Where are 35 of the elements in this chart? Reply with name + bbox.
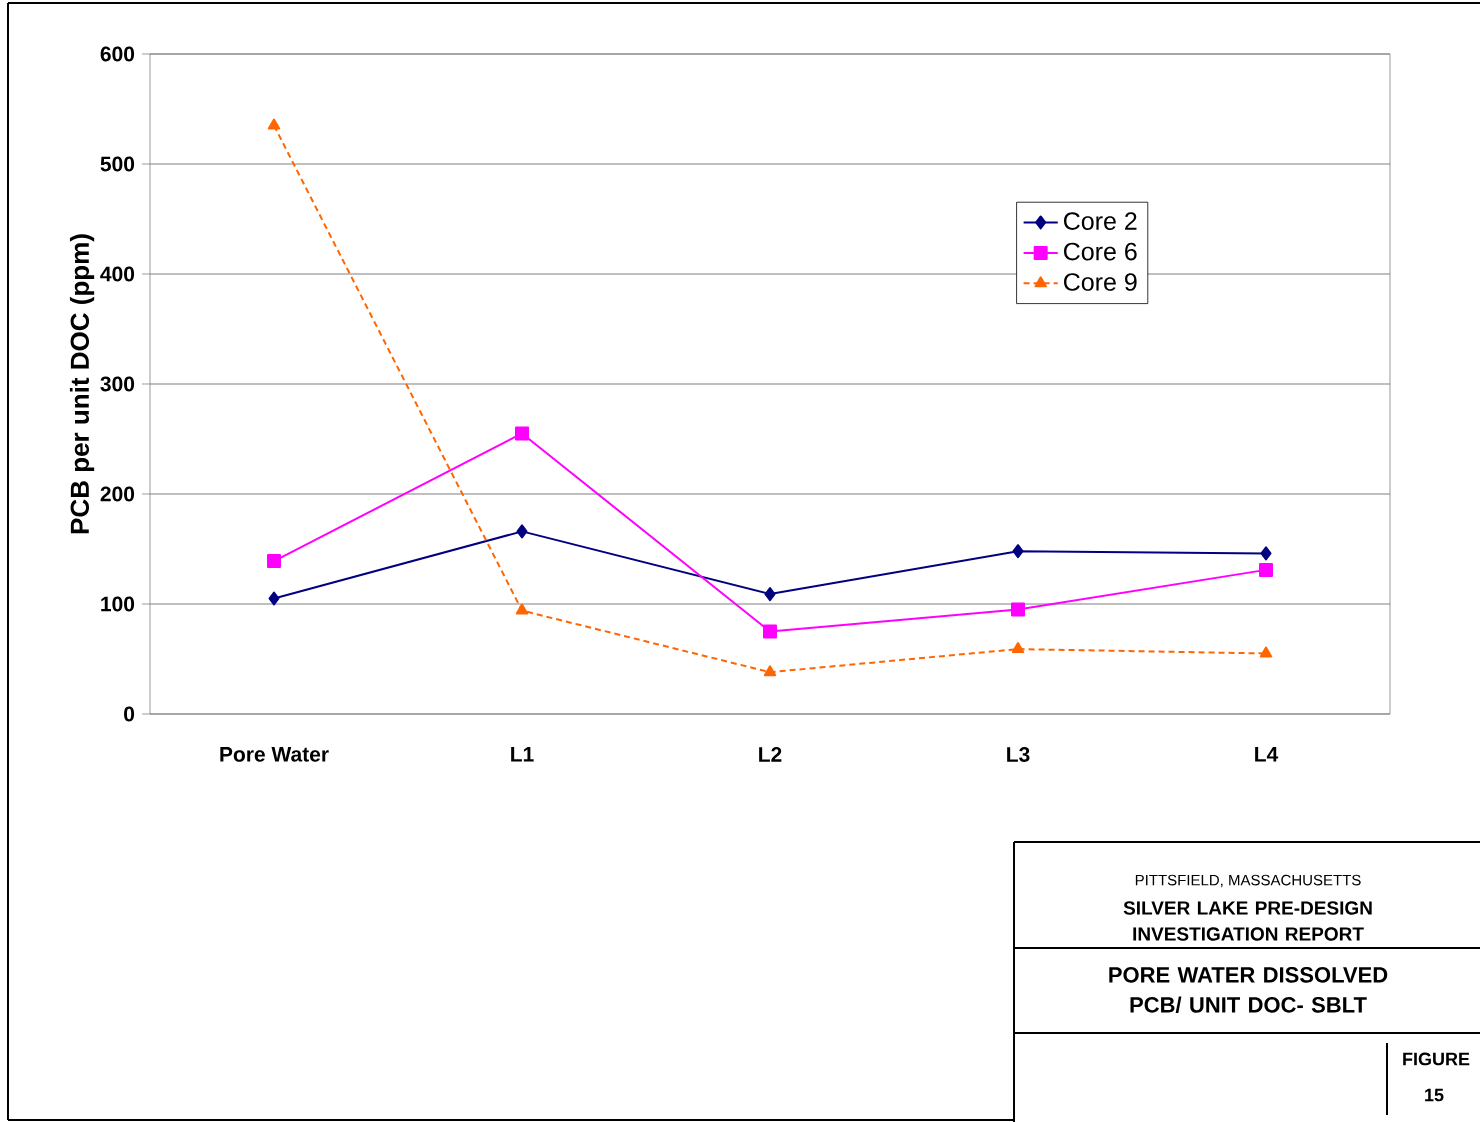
point (1011, 602, 1025, 617)
y-tick-label: 400 (100, 266, 135, 282)
point (1259, 562, 1273, 577)
point (1011, 642, 1025, 654)
x-tick-label: L4 (1255, 747, 1279, 762)
y-tick-label: 0 (124, 706, 135, 722)
x-tick-label: Pore Water (220, 747, 329, 762)
x-tick-label: L1 (511, 747, 534, 762)
point (267, 118, 281, 130)
y-axis-title: PCB per unit DOC (ppm) (69, 234, 95, 534)
text: FIGURE 15 (1403, 1052, 1470, 1102)
point (515, 426, 529, 441)
point (268, 591, 280, 606)
point (267, 554, 281, 569)
text: PITTSFIELD, MASSACHUSETTS (1135, 874, 1361, 888)
legend-label: Core 6 (1064, 242, 1137, 261)
legend-label: Core 9 (1064, 273, 1137, 291)
text: PORE WATER DISSOLVED PCB/ UNIT DOC- SBLT (1109, 967, 1388, 1013)
point (763, 665, 777, 677)
y-tick-label: 100 (101, 596, 135, 612)
legend-label: Core 2 (1064, 212, 1137, 230)
text: SILVER LAKE PRE-DESIGN INVESTIGATION REPORT (1123, 901, 1372, 941)
point (515, 603, 529, 615)
y-tick-label: 300 (100, 376, 135, 392)
point (1260, 546, 1272, 561)
x-tick-label: L2 (759, 747, 782, 762)
point (516, 524, 528, 539)
x-tick-label: L3 (1007, 747, 1030, 762)
point (1259, 646, 1273, 658)
y-tick-label: 500 (100, 156, 135, 172)
point (763, 624, 777, 639)
y-tick-label: 600 (100, 46, 135, 62)
point (1012, 544, 1024, 559)
point (764, 587, 776, 602)
y-tick-label: 200 (100, 486, 135, 502)
